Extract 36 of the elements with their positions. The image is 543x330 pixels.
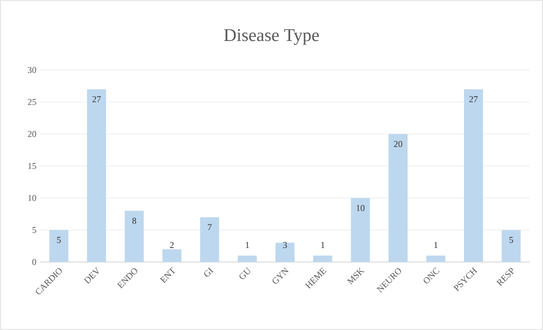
bar [162,249,182,262]
data-label: 27 [92,96,101,102]
bar [200,217,220,262]
y-tick-label: 5 [32,227,36,233]
data-label: 7 [208,224,212,230]
data-label: 5 [57,237,61,243]
data-label: 27 [469,96,478,102]
bar [238,256,257,262]
y-tick-label: 10 [28,194,36,202]
bar [276,242,295,262]
data-label: 8 [132,218,136,224]
data-label: 20 [394,140,402,148]
bar [87,89,106,262]
y-tick-label: 30 [28,66,36,74]
bar [426,256,446,262]
bar [464,89,483,262]
y-tick-label: 15 [28,162,36,170]
chart-title: Disease Type [224,29,319,45]
y-tick-label: 0 [32,258,36,266]
data-label: 1 [246,242,250,248]
y-tick-label: 25 [28,98,36,106]
bar [49,230,68,262]
y-tick-label: 20 [28,130,36,138]
data-label: 5 [509,237,514,243]
bar [313,256,332,262]
x-tick-label: GI [204,267,214,277]
x-tick-label: GU [240,267,250,280]
data-label: 1 [321,242,324,248]
data-label: 2 [170,242,174,248]
bar [350,198,370,262]
data-label: 10 [356,204,365,212]
bar [124,210,144,262]
data-label: 1 [434,242,438,248]
data-label: 3 [283,242,287,248]
bar [502,230,521,262]
bar [388,134,408,262]
